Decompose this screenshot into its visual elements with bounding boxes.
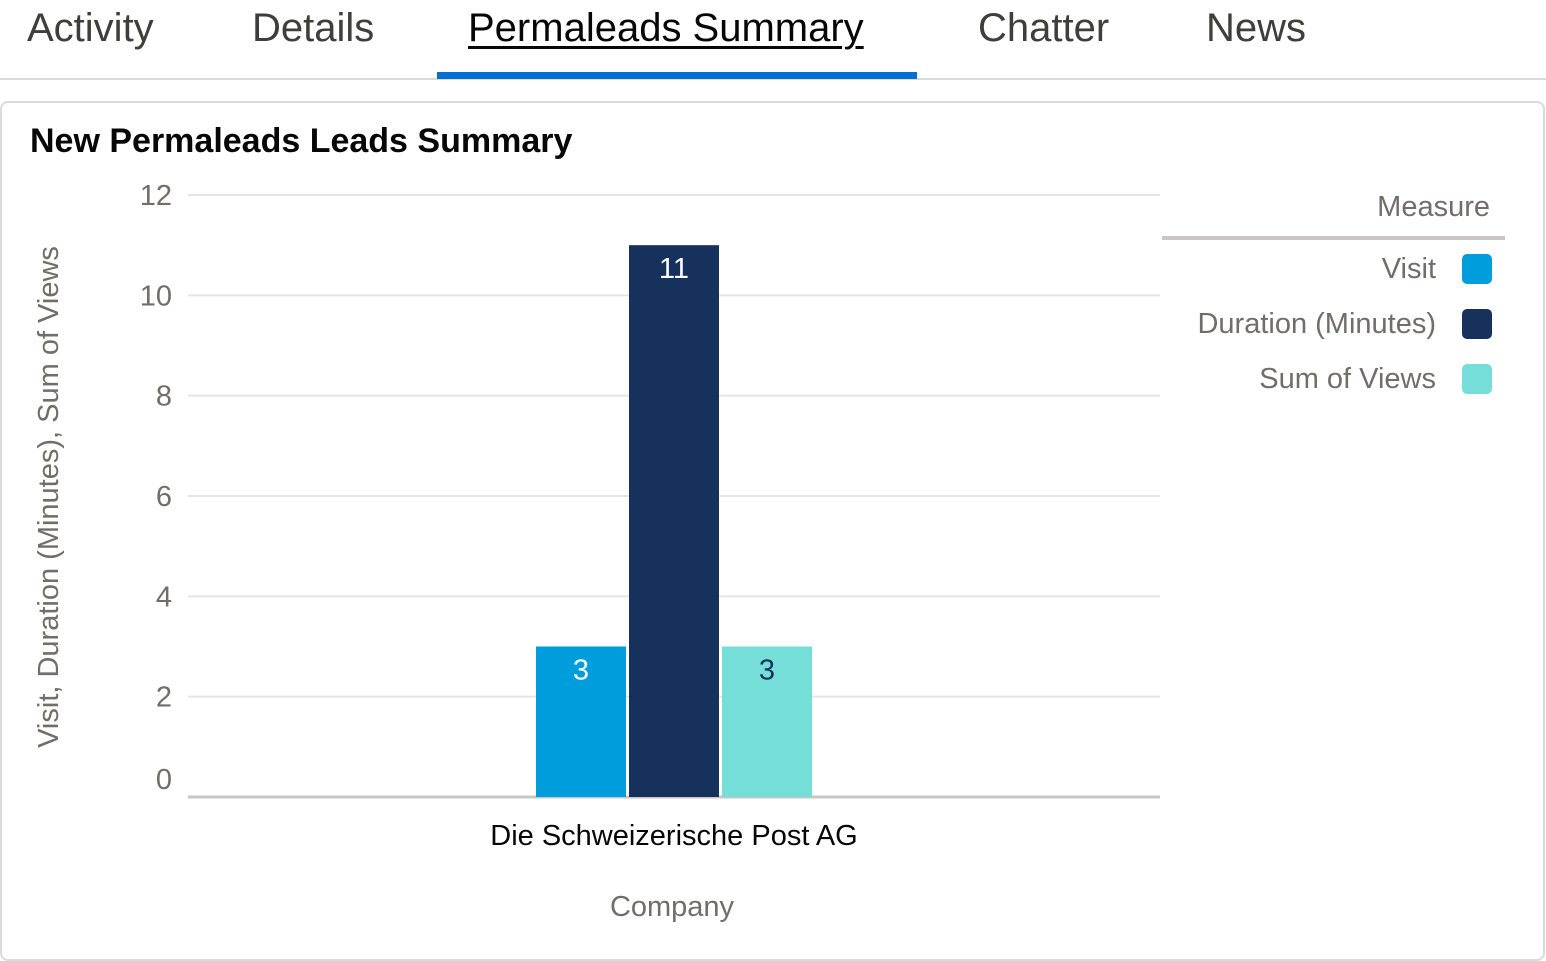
legend-swatch: [1462, 309, 1492, 339]
bars: 3 11 3: [536, 245, 812, 797]
legend-swatch: [1462, 364, 1492, 394]
tab-bar: Activity Details Permaleads Summary Chat…: [0, 0, 1546, 80]
y-tick-label: 4: [156, 581, 172, 613]
legend-divider: [1162, 236, 1505, 240]
tab-activity[interactable]: Activity: [27, 6, 154, 50]
legend-title: Measure: [1377, 191, 1490, 223]
bar: [722, 646, 812, 797]
bar: [629, 245, 719, 797]
tab-permaleads-summary[interactable]: Permaleads Summary: [468, 6, 864, 50]
y-axis-label: Visit, Duration (Minutes), Sum of Views: [33, 246, 65, 748]
legend-label: Duration (Minutes): [1197, 308, 1436, 340]
x-category-labels: Die Schweizerische Post AG: [490, 820, 857, 852]
data-label: 3: [573, 655, 589, 687]
y-tick-label: 8: [156, 381, 172, 413]
tab-news[interactable]: News: [1206, 6, 1307, 50]
x-category-label: Die Schweizerische Post AG: [490, 820, 857, 852]
active-tab-indicator: [437, 72, 917, 79]
legend: Measure Visit Duration (Minutes) Sum of Vi…: [1162, 191, 1505, 395]
legend-label: Sum of Views: [1259, 363, 1436, 395]
y-tick-label: 6: [156, 481, 172, 513]
tab-chatter[interactable]: Chatter: [978, 6, 1110, 50]
y-tick-label: 12: [140, 180, 172, 212]
y-tick-label: 0: [156, 764, 172, 796]
data-label: 11: [659, 253, 689, 285]
y-tick-labels: 0 2 4 6 8 10 12: [140, 180, 172, 796]
bar: [536, 646, 626, 797]
summary-card: [0, 101, 1545, 961]
x-axis-label: Company: [610, 891, 735, 923]
tab-details[interactable]: Details: [252, 6, 375, 50]
y-tick-label: 10: [140, 280, 172, 312]
legend-label: Visit: [1382, 253, 1436, 285]
legend-swatch: [1462, 254, 1492, 284]
card-title: New Permaleads Leads Summary: [30, 122, 573, 160]
data-label: 3: [759, 655, 775, 687]
y-tick-label: 2: [156, 682, 172, 714]
